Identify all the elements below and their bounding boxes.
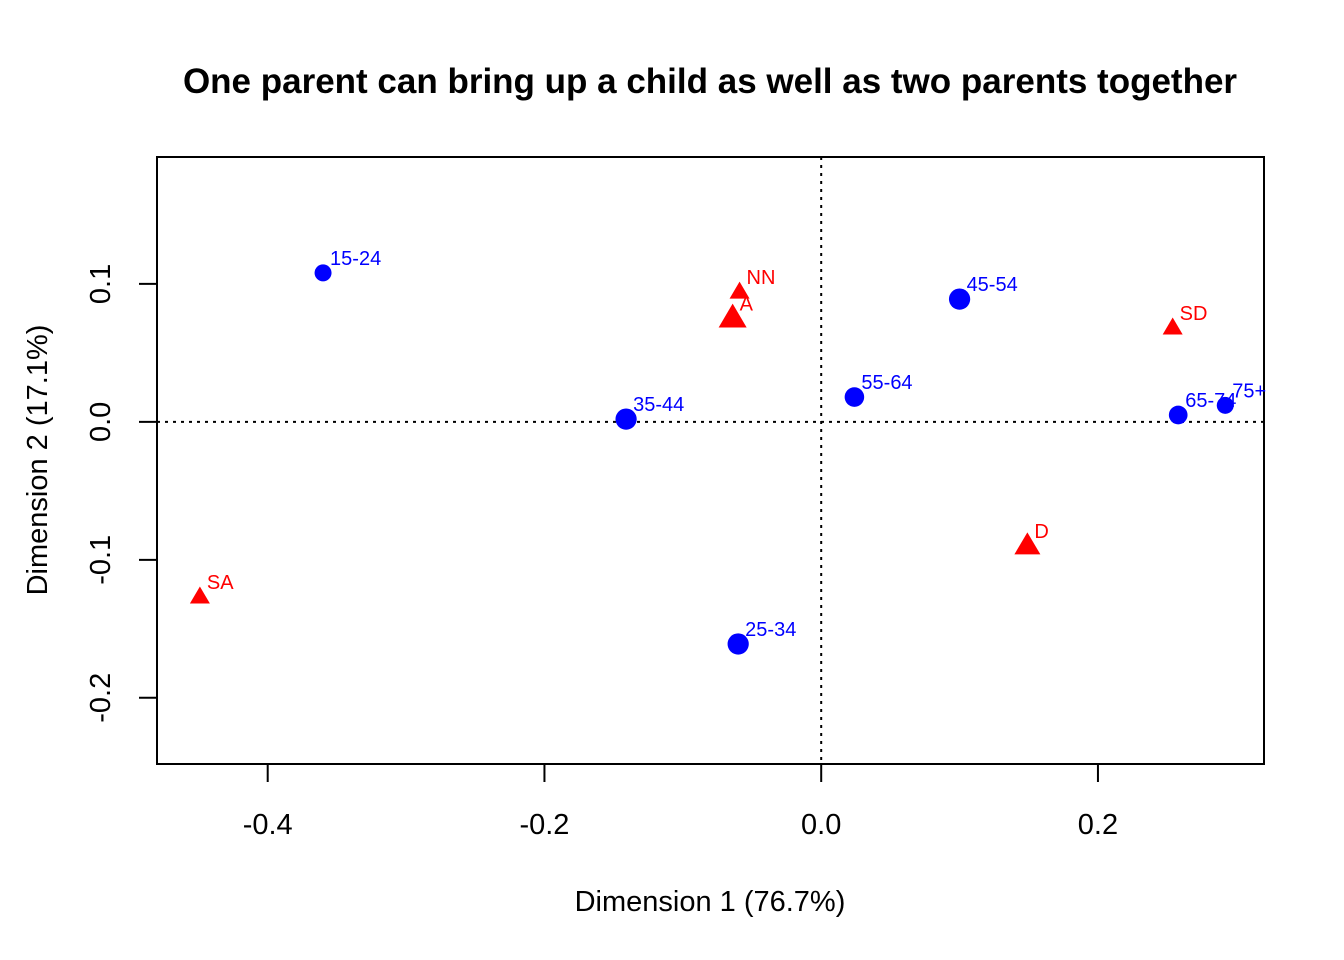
x-tick-label: 0.0: [801, 809, 841, 841]
data-point-circle: [1216, 396, 1234, 414]
data-point-circle: [727, 633, 749, 655]
data-point-circle: [615, 408, 637, 430]
data-point-triangle: [1014, 532, 1041, 555]
data-point-label: A: [740, 293, 754, 315]
plot-area: -0.4 -0.2 0.0 0.2 -0.2 -0.1 0.0 0.1 15-24 25-34 35…: [85, 156, 1266, 841]
data-point-label: D: [1034, 521, 1048, 543]
chart-title: One parent can bring up a child as well …: [183, 62, 1237, 101]
y-axis-label: Dimension 2 (17.1%): [22, 325, 54, 596]
y-tick-label: 0.1: [85, 264, 117, 304]
x-tick-label: -0.4: [243, 809, 293, 841]
data-point-label: 15-24: [330, 248, 381, 270]
data-point-triangle: [1162, 317, 1183, 335]
x-tick-label: -0.2: [519, 809, 569, 841]
y-tick-label: -0.2: [85, 673, 117, 723]
data-point-label: 35-44: [633, 394, 684, 416]
data-point-label: SA: [207, 572, 234, 594]
data-point-triangle: [189, 586, 210, 604]
x-tick-label: 0.2: [1078, 809, 1118, 841]
y-tick-label: 0.0: [85, 402, 117, 442]
y-tick-label: -0.1: [85, 535, 117, 585]
data-point-circle: [844, 387, 865, 407]
plot-frame: [156, 156, 1265, 765]
data-point-label: SD: [1180, 303, 1208, 325]
data-point-label: 75+: [1232, 380, 1266, 402]
data-point-label: 45-54: [967, 274, 1018, 296]
data-point-label: NN: [747, 267, 776, 289]
data-point-circle: [948, 288, 971, 310]
data-point-triangle: [718, 303, 747, 328]
data-point-circle: [1168, 405, 1188, 425]
data-point-circle: [314, 264, 332, 282]
x-axis-label: Dimension 1 (76.7%): [575, 886, 846, 918]
data-point-label: 25-34: [745, 619, 796, 641]
data-point-label: 55-64: [861, 372, 912, 394]
data-point-triangle: [729, 281, 750, 299]
